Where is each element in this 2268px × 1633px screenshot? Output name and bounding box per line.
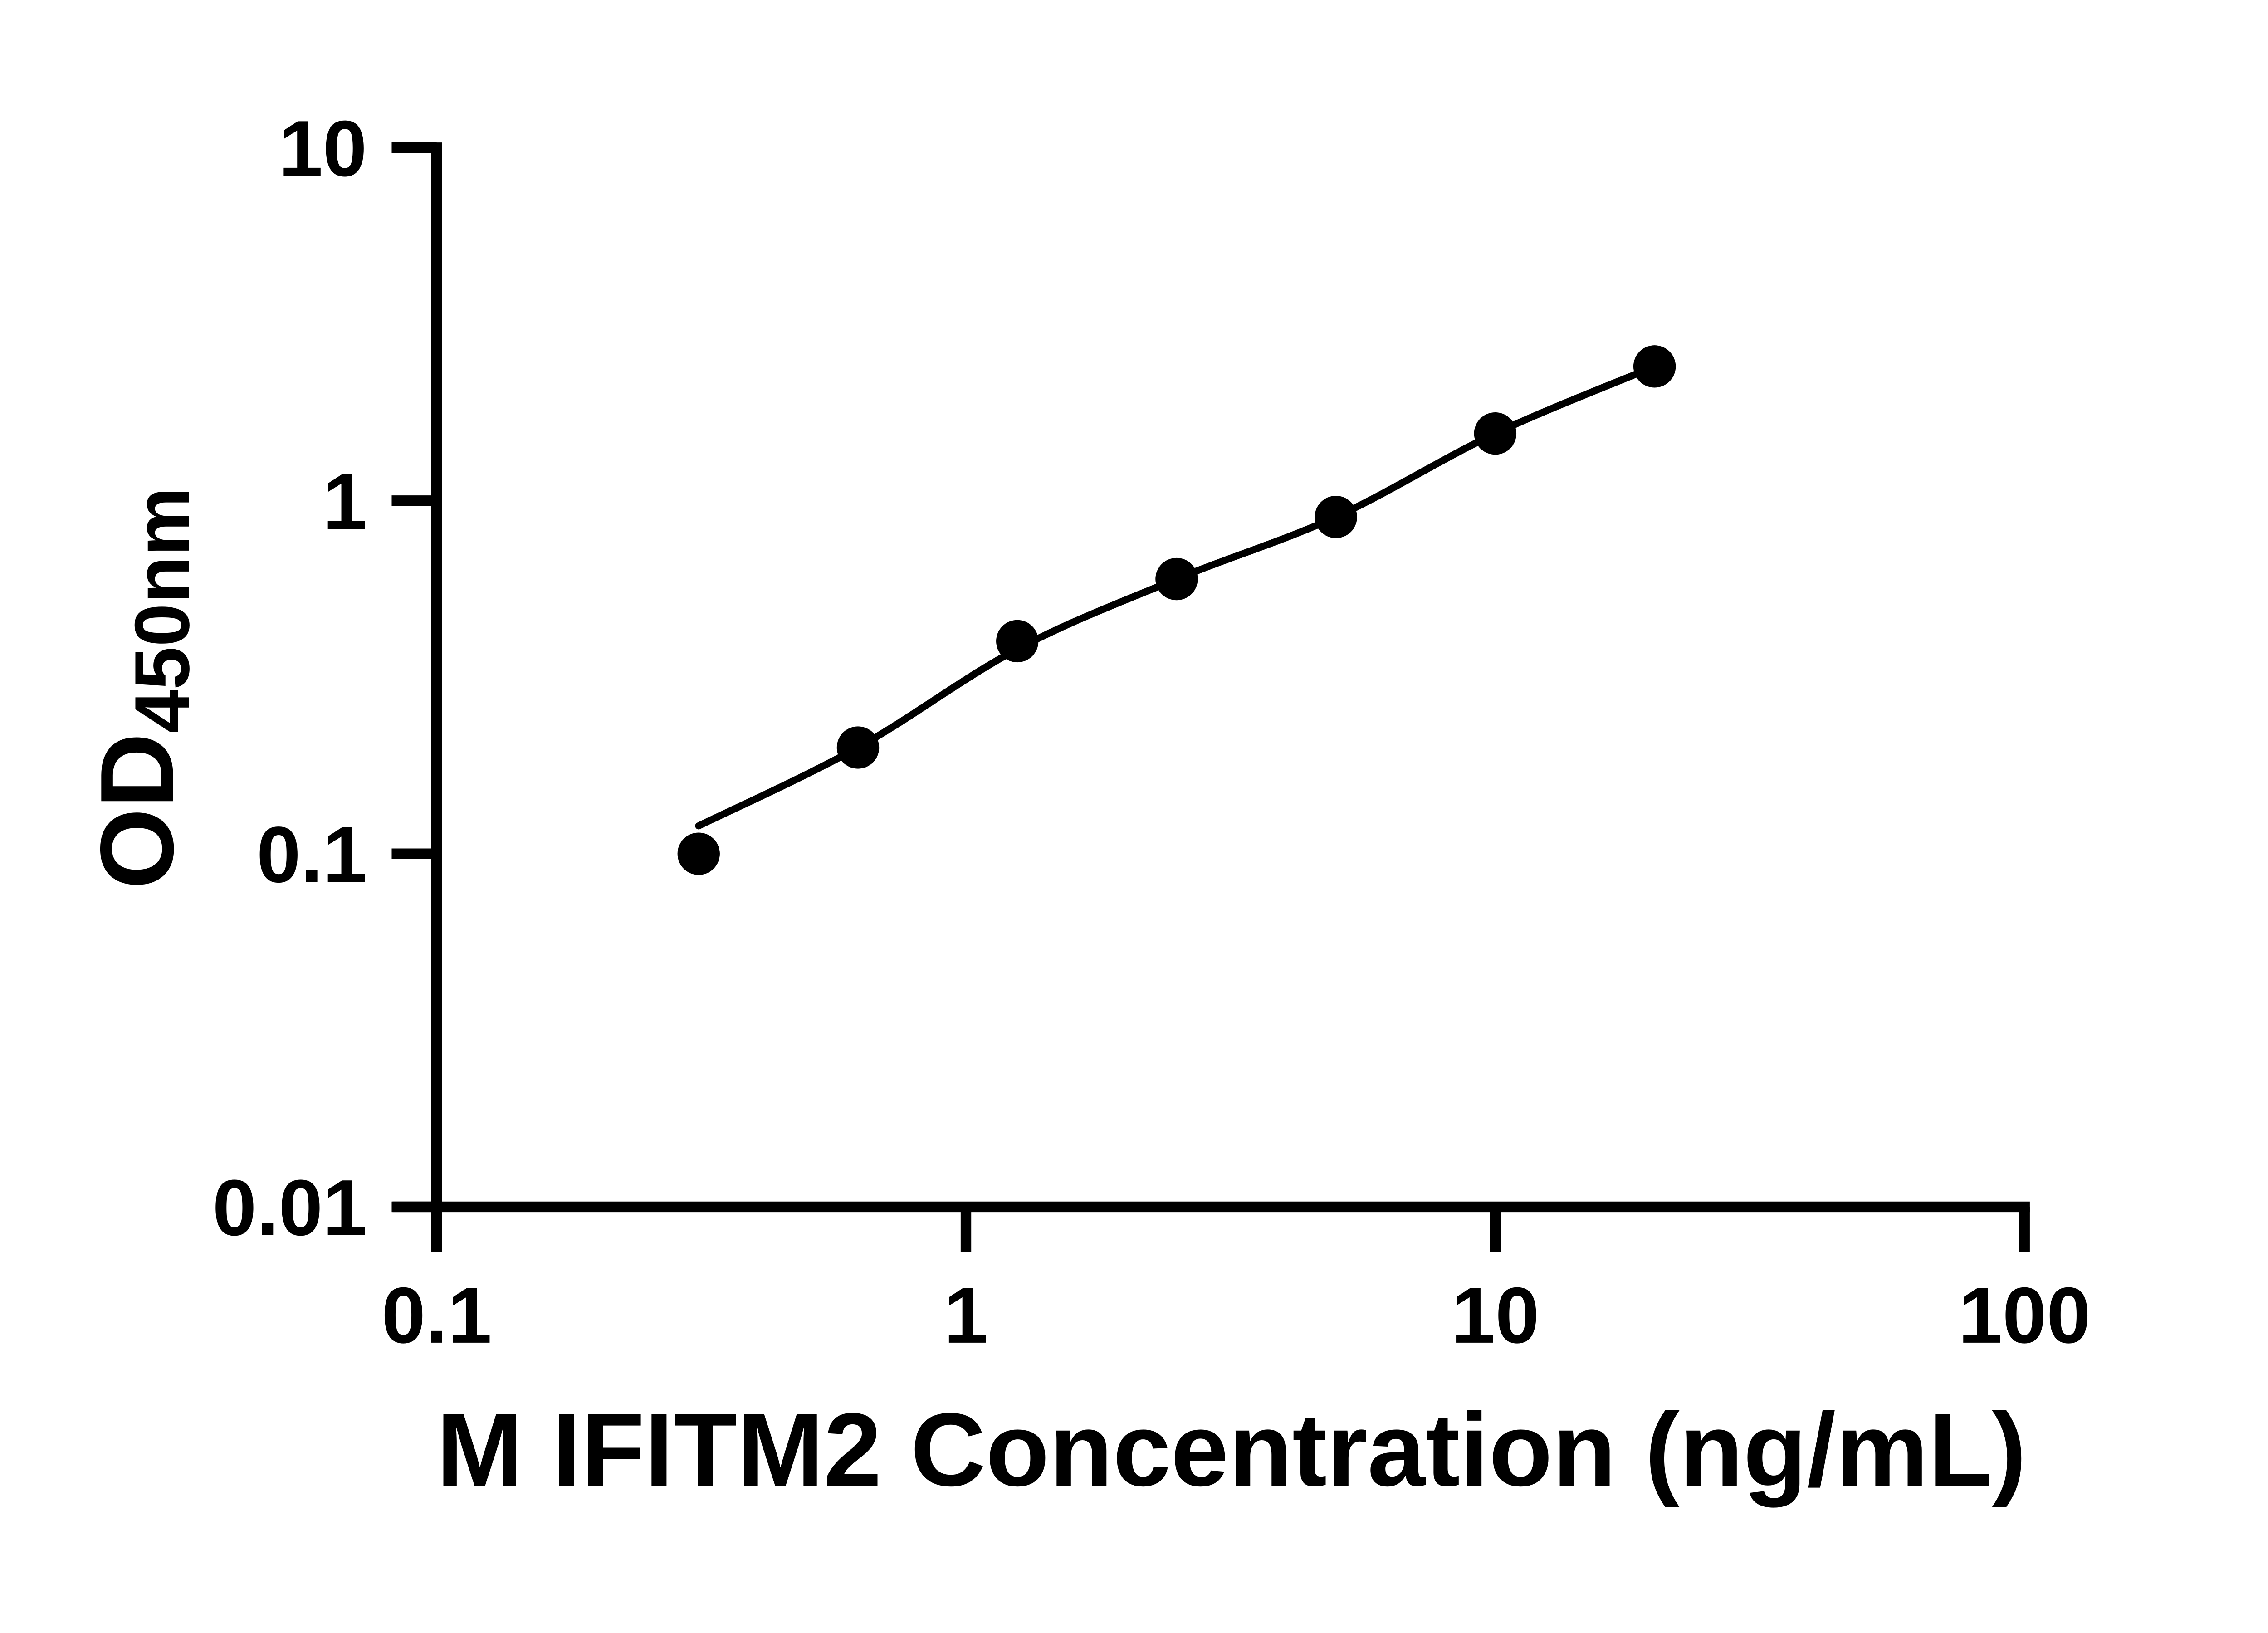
data-point xyxy=(996,620,1039,663)
y-tick-label: 1 xyxy=(323,458,367,546)
y-axis-title-subscript: 450nm xyxy=(119,487,205,733)
y-tick-label: 0.01 xyxy=(212,1164,367,1252)
data-point xyxy=(1633,345,1676,388)
data-point xyxy=(677,832,720,875)
x-axis-ticks xyxy=(431,1207,2030,1252)
y-axis-ticks xyxy=(391,142,437,1213)
y-tick-label: 0.1 xyxy=(257,811,367,899)
data-point xyxy=(1474,412,1517,455)
data-point-markers xyxy=(677,345,1676,875)
x-tick-label: 100 xyxy=(1958,1271,2091,1360)
data-point xyxy=(836,726,880,769)
y-axis-title: OD450nm xyxy=(78,487,205,889)
data-point xyxy=(1155,557,1198,601)
elisa-standard-curve-figure: 10 1 0.1 0.01 0.1 1 10 100 M IFITM2 Concentrat… xyxy=(78,104,2091,1508)
x-tick-label: 1 xyxy=(944,1271,988,1360)
y-tick-label: 10 xyxy=(279,105,367,193)
x-tick-label: 10 xyxy=(1451,1271,1540,1360)
y-axis-tick-labels: 10 1 0.1 0.01 xyxy=(212,105,367,1252)
y-axis-title-main: OD xyxy=(78,733,195,889)
x-tick-label: 0.1 xyxy=(381,1271,492,1360)
x-axis-tick-labels: 0.1 1 10 100 xyxy=(381,1271,2091,1360)
x-axis-title: M IFITM2 Concentration (ng/mL) xyxy=(436,1391,2026,1508)
data-point xyxy=(1315,495,1357,538)
